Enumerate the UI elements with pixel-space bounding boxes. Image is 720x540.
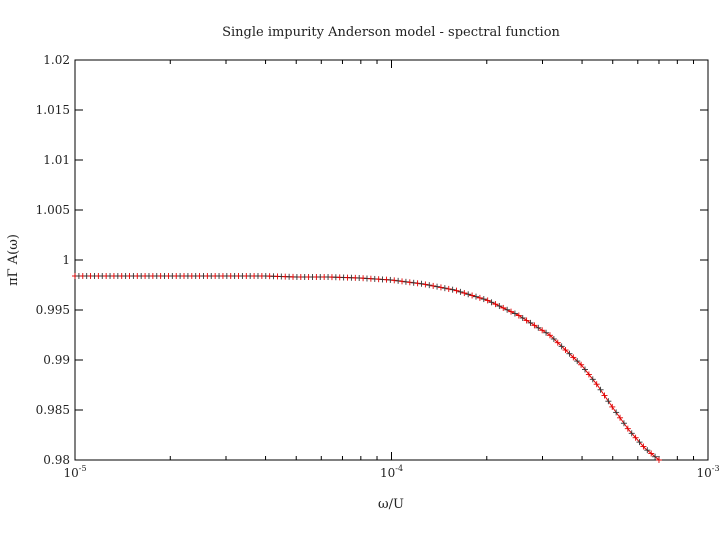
- y-axis-title: πΓ A(ω): [6, 234, 21, 286]
- data-point: [597, 386, 604, 393]
- data-point: [500, 304, 507, 311]
- data-point: [504, 306, 511, 313]
- data-point: [543, 329, 550, 336]
- data-point: [601, 392, 608, 399]
- data-point: [562, 347, 569, 354]
- data-point: [640, 443, 647, 450]
- data-point: [488, 299, 495, 306]
- data-point: [410, 279, 417, 286]
- data-point: [593, 381, 600, 388]
- data-point: [434, 283, 441, 290]
- data-point: [519, 314, 526, 321]
- data-point: [449, 286, 456, 293]
- data-point: [453, 287, 460, 294]
- data-point: [492, 301, 499, 308]
- data-point: [624, 425, 631, 432]
- data-point: [546, 332, 553, 339]
- data-point: [655, 457, 662, 463]
- data-point: [515, 312, 522, 319]
- data-point: [445, 285, 452, 292]
- data-point: [457, 288, 464, 295]
- x-tick-label: 10-3: [696, 464, 719, 480]
- data-point: [426, 282, 433, 289]
- data-point: [613, 409, 620, 416]
- data-point: [496, 303, 503, 310]
- data-point: [539, 327, 546, 334]
- data-point: [558, 343, 565, 350]
- data-point: [406, 279, 413, 286]
- x-axis-title: ω/U: [378, 497, 404, 512]
- y-tick-label: 0.98: [43, 453, 70, 467]
- data-point: [652, 453, 659, 460]
- data-point: [508, 308, 515, 315]
- data-point: [465, 291, 472, 298]
- data-point: [620, 420, 627, 427]
- data-point: [617, 414, 624, 421]
- data-point: [414, 280, 421, 287]
- y-tick-label: 1: [62, 253, 70, 267]
- data-point: [422, 281, 429, 288]
- data-point: [437, 284, 444, 291]
- data-point: [644, 447, 651, 454]
- data-point: [570, 354, 577, 361]
- data-point: [589, 376, 596, 383]
- data-point: [531, 322, 538, 329]
- data-point: [566, 350, 573, 357]
- data-point: [578, 361, 585, 368]
- y-tick-label: 1.015: [36, 103, 70, 117]
- y-tick-label: 0.985: [36, 403, 70, 417]
- data-point: [511, 310, 518, 317]
- data-point: [527, 319, 534, 326]
- data-point: [535, 324, 542, 331]
- y-tick-label: 1.01: [43, 153, 70, 167]
- chart-title: Single impurity Anderson model - spectra…: [222, 25, 560, 40]
- data-point: [418, 280, 425, 287]
- data-point: [550, 335, 557, 342]
- data-point: [523, 317, 530, 324]
- data-point: [636, 439, 643, 446]
- data-point: [648, 450, 655, 457]
- y-tick-label: 0.99: [43, 353, 70, 367]
- data-point: [605, 398, 612, 405]
- data-point: [480, 296, 487, 303]
- data-point: [399, 278, 406, 285]
- data-point: [585, 371, 592, 378]
- data-point: [461, 290, 468, 297]
- data-point: [609, 403, 616, 410]
- x-tick-label: 10-4: [380, 464, 403, 480]
- series-line: [75, 275, 660, 461]
- data-point: [582, 366, 589, 373]
- data-point: [484, 297, 491, 304]
- data-point: [574, 358, 581, 365]
- data-point: [554, 339, 561, 346]
- y-tick-label: 0.995: [36, 303, 70, 317]
- data-point: [632, 434, 639, 441]
- data-point: [628, 430, 635, 437]
- data-point: [395, 277, 402, 284]
- data-point: [430, 282, 437, 289]
- x-tick-label: 10-5: [63, 464, 86, 480]
- data-point: [469, 292, 476, 299]
- data-point: [476, 294, 483, 301]
- data-point: [391, 277, 398, 284]
- y-tick-label: 1.005: [36, 203, 70, 217]
- data-point: [472, 293, 479, 300]
- plot-frame: [74, 59, 709, 461]
- y-tick-label: 1.02: [43, 53, 70, 67]
- data-point: [402, 278, 409, 285]
- data-point: [441, 285, 448, 292]
